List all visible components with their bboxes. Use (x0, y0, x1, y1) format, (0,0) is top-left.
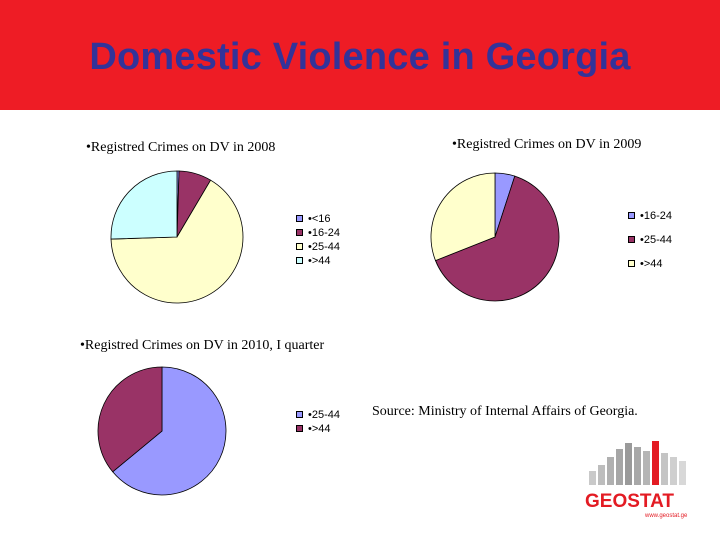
legend-item-2008-0: •<16 (296, 212, 340, 226)
slide-title: Domestic Violence in Georgia (89, 36, 631, 78)
legend-swatch (296, 425, 303, 432)
legend-item-2010-0: •25-44 (296, 408, 340, 422)
chart-title-2010: •Registred Crimes on DV in 2010, I quart… (80, 338, 325, 353)
legend-swatch (628, 212, 635, 219)
legend-swatch (296, 229, 303, 236)
legend-2009: •16-24 •25-44 •>44 (628, 209, 672, 281)
chart-title-2009: •Registred Crimes on DV in 2009 (452, 137, 642, 152)
logo-wordmark: GEOSTAT (585, 491, 674, 512)
logo-url: www.geostat.ge (644, 513, 688, 519)
legend-swatch (296, 243, 303, 250)
legend-item-2010-1: •>44 (296, 422, 340, 436)
geostat-logo: GEOSTAT www.geostat.ge (585, 441, 688, 519)
legend-item-2009-0: •16-24 (628, 209, 672, 233)
chart-title-2008: •Registred Crimes on DV in 2008 (86, 140, 276, 155)
legend-label: •25-44 (308, 409, 340, 421)
legend-item-2009-2: •>44 (628, 257, 672, 281)
legend-swatch (628, 236, 635, 243)
logo-bars-icon (589, 441, 686, 485)
legend-swatch (296, 257, 303, 264)
pie-slice-2008-2 (110, 179, 244, 304)
legend-item-2008-2: •25-44 (296, 240, 340, 254)
legend-label: •16-24 (308, 227, 340, 239)
source-note: Source: Ministry of Internal Affairs of … (372, 404, 638, 419)
legend-label: •25-44 (308, 241, 340, 253)
legend-label: •>44 (640, 258, 663, 270)
pie-slice-2009-2 (430, 172, 496, 262)
legend-2008: •<16 •16-24 •25-44 •>44 (296, 212, 340, 268)
legend-item-2008-1: •16-24 (296, 226, 340, 240)
legend-swatch (628, 260, 635, 267)
pie-slice-2009-1 (434, 175, 560, 302)
pie-slice-2010-1 (97, 366, 163, 473)
pie-slice-2008-3 (110, 170, 178, 240)
legend-swatch (296, 215, 303, 222)
legend-item-2009-1: •25-44 (628, 233, 672, 257)
legend-label: •16-24 (640, 210, 672, 222)
legend-label: •>44 (308, 423, 331, 435)
legend-item-2008-3: •>44 (296, 254, 340, 268)
legend-swatch (296, 411, 303, 418)
title-banner (0, 0, 720, 110)
pie-slice-2010-0 (112, 366, 227, 496)
legend-label: •<16 (308, 213, 331, 225)
legend-label: •25-44 (640, 234, 672, 246)
legend-label: •>44 (308, 255, 331, 267)
legend-2010: •25-44 •>44 (296, 408, 340, 436)
